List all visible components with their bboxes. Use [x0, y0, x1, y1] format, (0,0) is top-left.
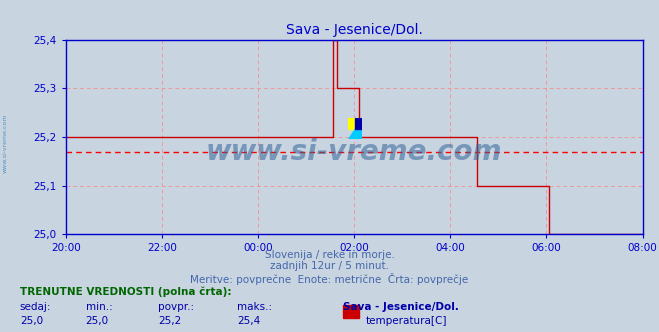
- Text: min.:: min.:: [86, 302, 113, 312]
- Bar: [355, 118, 362, 128]
- Text: Sava - Jesenice/Dol.: Sava - Jesenice/Dol.: [343, 302, 459, 312]
- Text: maks.:: maks.:: [237, 302, 272, 312]
- Text: sedaj:: sedaj:: [20, 302, 51, 312]
- Text: 25,0: 25,0: [20, 316, 43, 326]
- Text: TRENUTNE VREDNOSTI (polna črta):: TRENUTNE VREDNOSTI (polna črta):: [20, 286, 231, 297]
- Text: Slovenija / reke in morje.: Slovenija / reke in morje.: [264, 250, 395, 260]
- Title: Sava - Jesenice/Dol.: Sava - Jesenice/Dol.: [286, 23, 422, 37]
- Text: zadnjih 12ur / 5 minut.: zadnjih 12ur / 5 minut.: [270, 261, 389, 271]
- Text: www.si-vreme.com: www.si-vreme.com: [3, 113, 8, 173]
- Text: www.si-vreme.com: www.si-vreme.com: [206, 138, 502, 166]
- Polygon shape: [348, 118, 362, 139]
- Text: 25,2: 25,2: [158, 316, 181, 326]
- Text: Meritve: povprečne  Enote: metrične  Črta: povprečje: Meritve: povprečne Enote: metrične Črta:…: [190, 273, 469, 285]
- Text: 25,4: 25,4: [237, 316, 260, 326]
- Bar: [348, 118, 355, 128]
- Text: temperatura[C]: temperatura[C]: [366, 316, 447, 326]
- Text: 25,0: 25,0: [86, 316, 109, 326]
- Text: povpr.:: povpr.:: [158, 302, 194, 312]
